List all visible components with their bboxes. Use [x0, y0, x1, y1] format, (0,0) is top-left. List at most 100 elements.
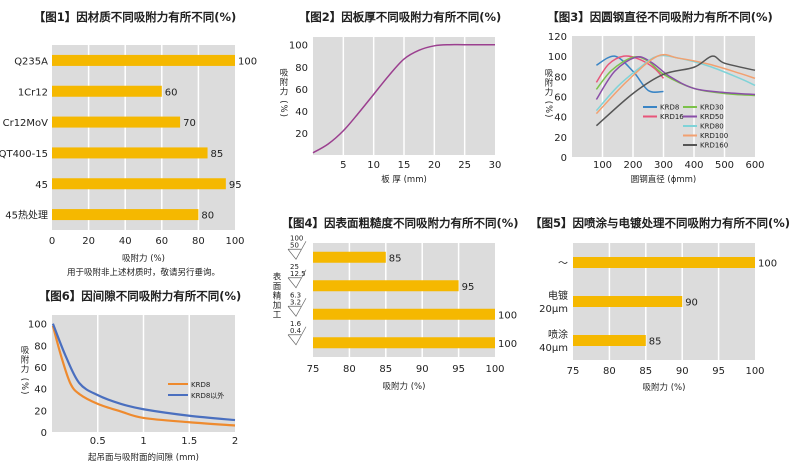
y-tick-label: 80	[34, 341, 47, 352]
category-label: ～	[558, 259, 568, 270]
x-tick-label: 85	[379, 364, 392, 375]
legend-label: KRD8	[191, 381, 210, 389]
series-line-KRD50	[595, 56, 756, 100]
bar-value-label: 85	[649, 337, 662, 348]
x-tick-label: 25	[458, 160, 471, 171]
series-line-curve	[312, 43, 495, 154]
x-tick-label: 600	[745, 160, 764, 171]
chart-title: 【图3】因圆钢直径不同吸附力有所不同(%)	[547, 10, 773, 24]
x-tick-label: 2	[232, 436, 238, 447]
y-axis-label: 表面精加工	[271, 271, 281, 319]
x-tick-label: 0.5	[90, 436, 106, 447]
bar-value-label: 85	[389, 253, 402, 264]
x-tick-label: 500	[715, 160, 734, 171]
chart-title: 【图1】因材质不同吸附力有所不同(%)	[34, 10, 237, 24]
x-axis-label: 吸附力 (%)	[643, 382, 686, 393]
y-axis-label: 吸附力 (%)	[543, 69, 553, 119]
y-tick-label: 120	[548, 32, 567, 43]
x-tick-label: 10	[367, 160, 380, 171]
roughness-value: 12.5	[290, 270, 306, 278]
x-tick-label: 100	[593, 160, 612, 171]
y-tick-label: 20	[34, 406, 47, 417]
x-tick-label: 0	[49, 236, 55, 247]
x-tick-label: 100	[485, 364, 504, 375]
category-label: QT400-15	[0, 149, 48, 160]
x-tick-label: 300	[654, 160, 673, 171]
legend-label: KRD100	[700, 132, 728, 140]
series-line-KRD100	[595, 53, 756, 115]
roughness-value: 100	[290, 234, 303, 242]
roughness-value: 0.4	[290, 327, 302, 335]
bar	[52, 85, 162, 97]
x-tick-label: 80	[192, 236, 205, 247]
y-tick-label: 0	[561, 153, 567, 164]
category-label: 1Cr12	[18, 87, 48, 98]
x-tick-label: 15	[398, 160, 411, 171]
bar-value-label: 100	[758, 259, 777, 270]
chart-title: 【图5】因喷涂与电镀处理不同吸附力有所不同(%)	[530, 216, 790, 230]
x-tick-label: 100	[225, 236, 244, 247]
category-label: 40μm	[539, 343, 568, 354]
roughness-value: 50	[290, 241, 299, 249]
y-tick-label: 80	[295, 63, 308, 74]
chart-title: 【图4】因表面粗糙度不同吸附力有所不同(%)	[281, 216, 518, 230]
y-tick-label: 40	[34, 385, 47, 396]
category-label: 45热处理	[5, 209, 48, 222]
roughness-symbol-icon	[287, 241, 307, 260]
x-tick-label: 60	[155, 236, 168, 247]
bar-value-label: 100	[498, 310, 517, 321]
series-line-KRD8	[51, 325, 236, 427]
y-axis-label: 吸附力 (%)	[19, 346, 29, 396]
roughness-value: 25	[290, 263, 299, 271]
bar	[52, 178, 226, 190]
legend-label: KRD8以外	[191, 391, 224, 400]
series-line-KRD8以外	[51, 323, 236, 422]
chart-fig6: 【图6】因间隙不同吸附力有所不同(%) 0.5 1 1.5 2 起吊面与吸附面的间隙 (m…	[19, 289, 241, 463]
chart-fig3: 【图3】因圆钢直径不同吸附力有所不同(%)100 200 300 400 500 600圆…	[543, 10, 773, 185]
legend-label: KRD50	[700, 113, 724, 121]
x-tick-label: 80	[343, 364, 356, 375]
category-label: 45	[35, 180, 48, 191]
x-tick-label: 1	[140, 436, 146, 447]
series-line-KRD30	[595, 56, 756, 97]
x-tick-label: 85	[639, 366, 652, 377]
bar	[52, 116, 181, 128]
x-tick-label: 5	[340, 160, 346, 171]
x-tick-label: 1.5	[181, 436, 197, 447]
bar-value-label: 60	[165, 87, 178, 98]
chart-fig4: 【图4】因表面粗糙度不同吸附力有所不同(%) 75 80 85 90 95 100 吸附力 (…	[271, 216, 519, 392]
legend-label: KRD30	[700, 104, 724, 112]
x-tick-label: 20	[82, 236, 95, 247]
x-tick-label: 40	[119, 236, 132, 247]
chart-title: 【图2】因板厚不同吸附力有所不同(%)	[299, 10, 502, 24]
x-tick-label: 20	[428, 160, 441, 171]
bar	[313, 251, 386, 263]
x-axis-label: 吸附力 (%)	[122, 253, 165, 264]
legend-label: KRD16	[660, 113, 684, 121]
y-tick-label: 60	[554, 93, 567, 104]
x-tick-label: 90	[676, 366, 689, 377]
plot-area	[52, 45, 235, 230]
x-tick-label: 75	[567, 366, 580, 377]
bar	[313, 337, 495, 349]
legend-label: KRD160	[700, 142, 728, 150]
chart-note: 用于吸附非上述材质时，敬请另行垂询。	[67, 267, 220, 278]
bar-value-label: 100	[238, 56, 257, 67]
roughness-value: 3.2	[290, 298, 301, 306]
y-tick-label: 20	[554, 133, 567, 144]
category-label: Q235A	[14, 56, 48, 67]
x-tick-label: 75	[307, 364, 320, 375]
chart-fig2: 【图2】因板厚不同吸附力有所不同(%) 5 10 15 20 25 30 板 厚 (mm) 吸附…	[278, 10, 501, 185]
x-tick-label: 95	[452, 364, 465, 375]
roughness-value: 1.6	[290, 320, 302, 328]
series-line-KRD8	[596, 55, 664, 93]
y-tick-label: 100	[289, 41, 308, 52]
y-tick-label: 40	[554, 113, 567, 124]
y-tick-label: 60	[295, 85, 308, 96]
y-tick-label: 20	[295, 129, 308, 140]
bar-value-label: 100	[498, 339, 517, 350]
roughness-symbol-icon	[287, 269, 307, 289]
x-tick-label: 30	[489, 160, 502, 171]
x-tick-label: 400	[684, 160, 703, 171]
bar	[573, 335, 646, 346]
